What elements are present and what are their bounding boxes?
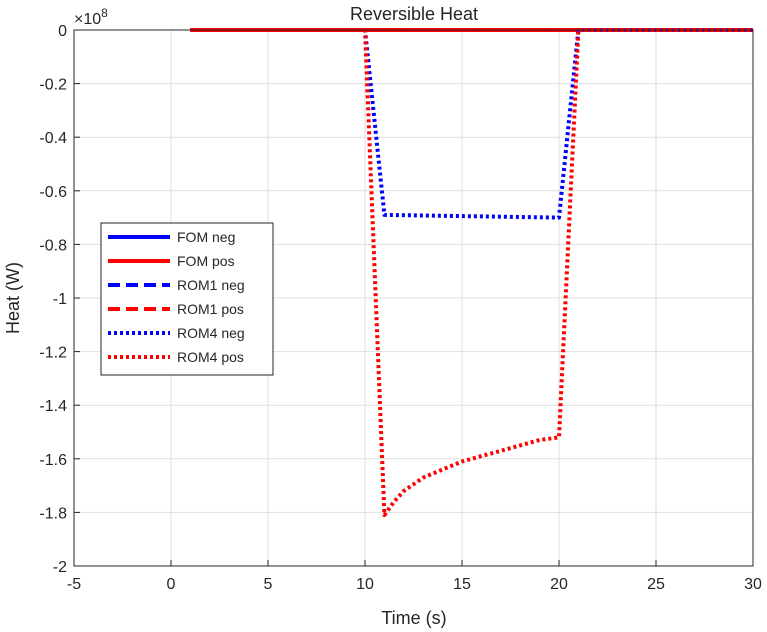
y-axis-label: Heat (W) xyxy=(3,262,23,334)
x-tick-label: 0 xyxy=(167,576,176,593)
x-tick-label: 30 xyxy=(744,576,762,593)
legend-label: ROM4 neg xyxy=(177,325,245,341)
y-tick-label: -0.6 xyxy=(39,184,67,201)
y-axis-ticks: 0 -0.2 -0.4 -0.6 -0.8 -1 -1.2 -1.4 -1.6 -1.8 -2 xyxy=(39,23,80,576)
y-tick-label: -1.6 xyxy=(39,452,67,469)
x-axis-label: Time (s) xyxy=(381,608,446,628)
y-exponent-power: 8 xyxy=(101,6,108,20)
y-tick-label: -1 xyxy=(53,291,67,308)
y-tick-label: -0.2 xyxy=(39,77,67,94)
x-axis-ticks: -5 0 5 10 15 20 25 30 xyxy=(67,560,762,593)
legend-label: ROM1 pos xyxy=(177,301,244,317)
y-tick-label: -1.4 xyxy=(39,398,67,415)
legend-box xyxy=(100,222,274,376)
series-line-rom4-pos xyxy=(190,28,753,518)
chart-title: Reversible Heat xyxy=(350,4,478,24)
y-tick-label: -2 xyxy=(53,559,67,576)
x-tick-label: -5 xyxy=(67,576,81,593)
y-tick-label: -1.2 xyxy=(39,345,67,362)
x-tick-label: 20 xyxy=(550,576,568,593)
x-tick-label: 25 xyxy=(647,576,665,593)
x-tick-label: 15 xyxy=(453,576,471,593)
y-tick-label: -0.4 xyxy=(39,130,67,147)
y-tick-label: -1.8 xyxy=(39,505,67,522)
y-exponent-label: ×108 xyxy=(74,6,108,28)
y-exponent-base: ×10 xyxy=(74,11,101,28)
y-tick-label: 0 xyxy=(58,23,67,40)
x-tick-label: 5 xyxy=(264,576,273,593)
y-tick-label: -0.8 xyxy=(39,237,67,254)
legend-label: FOM pos xyxy=(177,253,235,269)
legend-items: FOM neg FOM pos ROM1 neg ROM1 pos ROM4 neg RO… xyxy=(108,229,245,365)
legend-label: ROM4 pos xyxy=(177,349,244,365)
legend-label: ROM1 neg xyxy=(177,277,245,293)
x-tick-label: 10 xyxy=(356,576,374,593)
legend-label: FOM neg xyxy=(177,229,235,245)
legend: FOM neg FOM pos ROM1 neg ROM1 pos ROM4 neg RO… xyxy=(100,222,274,376)
